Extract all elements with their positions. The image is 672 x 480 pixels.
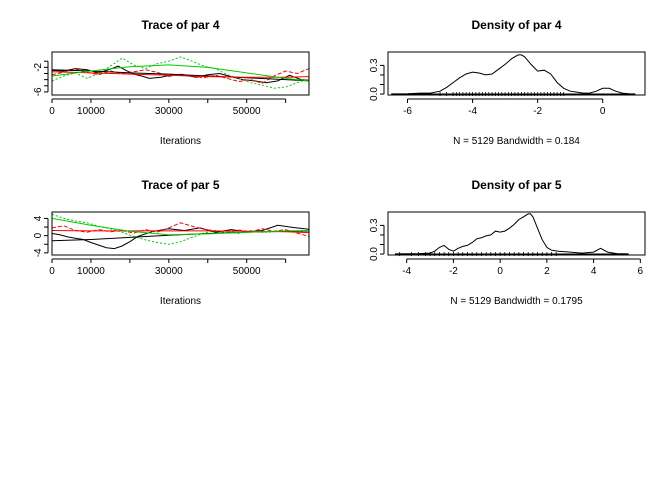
x-tick-label: 10000 — [77, 106, 105, 117]
x-tick-label: 0 — [49, 106, 55, 117]
y-tick-label: 0.0 — [369, 87, 380, 101]
y-tick-label: -4 — [33, 248, 44, 257]
series-line-0 — [394, 213, 629, 255]
x-tick-label: 10000 — [77, 266, 105, 277]
x-axis-label: N = 5129 Bandwidth = 0.1795 — [450, 296, 583, 307]
plot-frame — [387, 51, 646, 96]
x-tick-label: -2 — [533, 106, 542, 117]
x-tick-label: 30000 — [155, 106, 183, 117]
x-axis-label: N = 5129 Bandwidth = 0.184 — [453, 136, 580, 147]
x-tick-label: -6 — [403, 106, 412, 117]
chart-title: Trace of par 4 — [141, 18, 219, 32]
x-tick-label: -2 — [449, 266, 458, 277]
plot-frame — [51, 211, 310, 256]
x-tick-label: 2 — [544, 266, 550, 277]
y-tick-label: 0.0 — [369, 247, 380, 261]
chart-title: Density of par 4 — [471, 18, 561, 32]
plot-frame — [387, 211, 646, 256]
x-tick-label: 50000 — [233, 266, 261, 277]
y-tick-label: -2 — [33, 62, 44, 71]
series-line-0 — [391, 54, 636, 95]
y-tick-label: 0.3 — [369, 218, 380, 232]
series-line-4 — [52, 230, 309, 234]
x-tick-label: 0 — [600, 106, 606, 117]
x-tick-label: -4 — [468, 106, 477, 117]
x-tick-label: 6 — [638, 266, 644, 277]
x-tick-label: 50000 — [233, 106, 261, 117]
chart-title: Trace of par 5 — [141, 178, 219, 192]
series-line-2 — [52, 56, 309, 89]
x-tick-label: 4 — [591, 266, 597, 277]
chart-title: Density of par 5 — [471, 178, 561, 192]
x-axis-label: Iterations — [160, 296, 201, 307]
series-line-3 — [52, 69, 309, 82]
plot-frame — [51, 51, 310, 96]
series-line-5 — [52, 64, 309, 82]
y-tick-label: 4 — [33, 215, 44, 221]
x-tick-label: 30000 — [155, 266, 183, 277]
x-tick-label: 0 — [497, 266, 503, 277]
y-tick-label: 0.3 — [369, 58, 380, 72]
x-tick-label: 0 — [49, 266, 55, 277]
x-tick-label: -4 — [402, 266, 411, 277]
series-line-1 — [52, 68, 309, 84]
x-axis-label: Iterations — [160, 136, 201, 147]
y-tick-label: -6 — [33, 87, 44, 96]
series-line-5 — [52, 217, 309, 236]
series-line-0 — [52, 224, 309, 250]
y-tick-label: 0 — [33, 232, 44, 238]
